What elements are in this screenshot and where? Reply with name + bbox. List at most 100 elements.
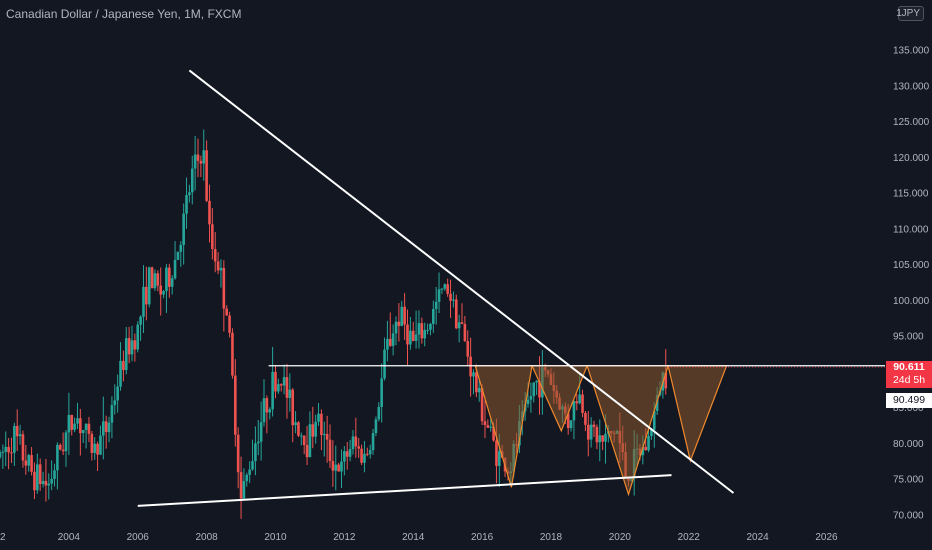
descending-trendline[interactable] [188,69,735,494]
price-axis[interactable]: 135.000 130.000 125.000 120.000 115.000 110.0… [893,46,930,522]
candle-body [81,429,85,434]
candle-body [452,299,455,301]
candle-body [529,396,533,400]
candle-body [142,286,145,317]
candle-body [44,480,48,486]
candle-body [219,267,223,271]
candle-body [368,450,372,455]
candle-body [595,427,599,443]
candle-body [480,387,484,422]
candle-body [271,371,274,410]
candle-body [575,401,579,404]
candle-body [107,422,111,433]
candle-body [429,323,432,330]
candle-body [526,399,530,405]
x-tick-label: 2024 [746,532,769,543]
candle-body [222,267,226,309]
candle-body [156,273,160,286]
candle-body [334,464,338,471]
candle-body [414,334,418,341]
candle-body [357,446,361,449]
candle-body [162,291,165,295]
candle-body [202,150,206,164]
candle-body [199,160,203,164]
candle-body [377,406,381,420]
candle-body [211,224,214,250]
candle-body [76,418,79,424]
candle-body [489,426,493,428]
candle-body [325,433,329,440]
candle-body [426,329,429,331]
candle-body [21,434,25,461]
candle-body [572,401,576,421]
candle-body [647,435,650,451]
candle-body [440,288,444,290]
candle-body [449,293,452,301]
candle-body [259,422,263,442]
pattern-triangle[interactable] [667,365,728,463]
currency-badge[interactable]: JPY [897,6,924,21]
candle-body [443,284,447,289]
candle-body [604,433,607,442]
candle-body [302,435,306,446]
candle-body [70,414,74,430]
candle-body [24,460,28,466]
y-tick-label: 85.000 [893,403,924,414]
candle-body [366,453,369,455]
pattern-triangle[interactable] [474,365,533,488]
candle-body [343,451,346,462]
candle-body [348,449,352,457]
candle-body [216,261,220,271]
candle-body [297,422,300,436]
candle-body [41,480,45,485]
candle-body [176,251,180,260]
candle-body [262,398,266,423]
candle-body [122,360,125,371]
candle-body [1,451,5,453]
candle-body [145,286,148,305]
y-tick-label: 70.000 [893,510,924,521]
candle-body [578,394,581,404]
candle-body [477,387,481,393]
candle-body [242,481,246,499]
candle-body [79,418,82,434]
candle-body [386,338,389,350]
candle-body [469,356,472,377]
ascending-support-line[interactable] [137,474,672,507]
candle-body [10,452,13,454]
candle-body [374,419,378,434]
candle-body [159,285,163,295]
candle-body [7,446,10,453]
candle-body [124,338,128,371]
prev-price-tag: 90.499 [886,393,932,408]
candle-body [196,154,200,161]
candle-body [165,267,168,292]
candle-body [383,349,386,379]
candle-body [351,436,355,450]
x-tick-label: 2018 [540,532,563,543]
head-shoulders-pattern[interactable] [474,365,728,497]
candle-body [463,323,467,342]
candle-body [58,444,62,450]
candle-body [182,213,185,245]
candle-body [446,284,449,294]
candle-body [13,425,16,453]
candle-body [205,150,208,201]
x-tick-label: 2022 [678,532,701,543]
candle-body [371,433,375,451]
candle-body [391,333,395,346]
y-tick-label: 100.000 [893,296,930,307]
candle-body [285,377,289,398]
x-tick-label: 2020 [609,532,632,543]
trendlines[interactable] [137,69,886,507]
candle-body [589,424,593,440]
candle-body [153,273,157,289]
time-axis[interactable]: 02 2004 2006 2008 2010 2012 2014 2016 2018 2020 20… [0,532,838,543]
candle-body [56,444,59,471]
candlestick-series [0,129,668,519]
candle-body [64,432,68,452]
candle-body [213,249,217,262]
candle-body [53,470,56,479]
candle-body [99,435,102,455]
